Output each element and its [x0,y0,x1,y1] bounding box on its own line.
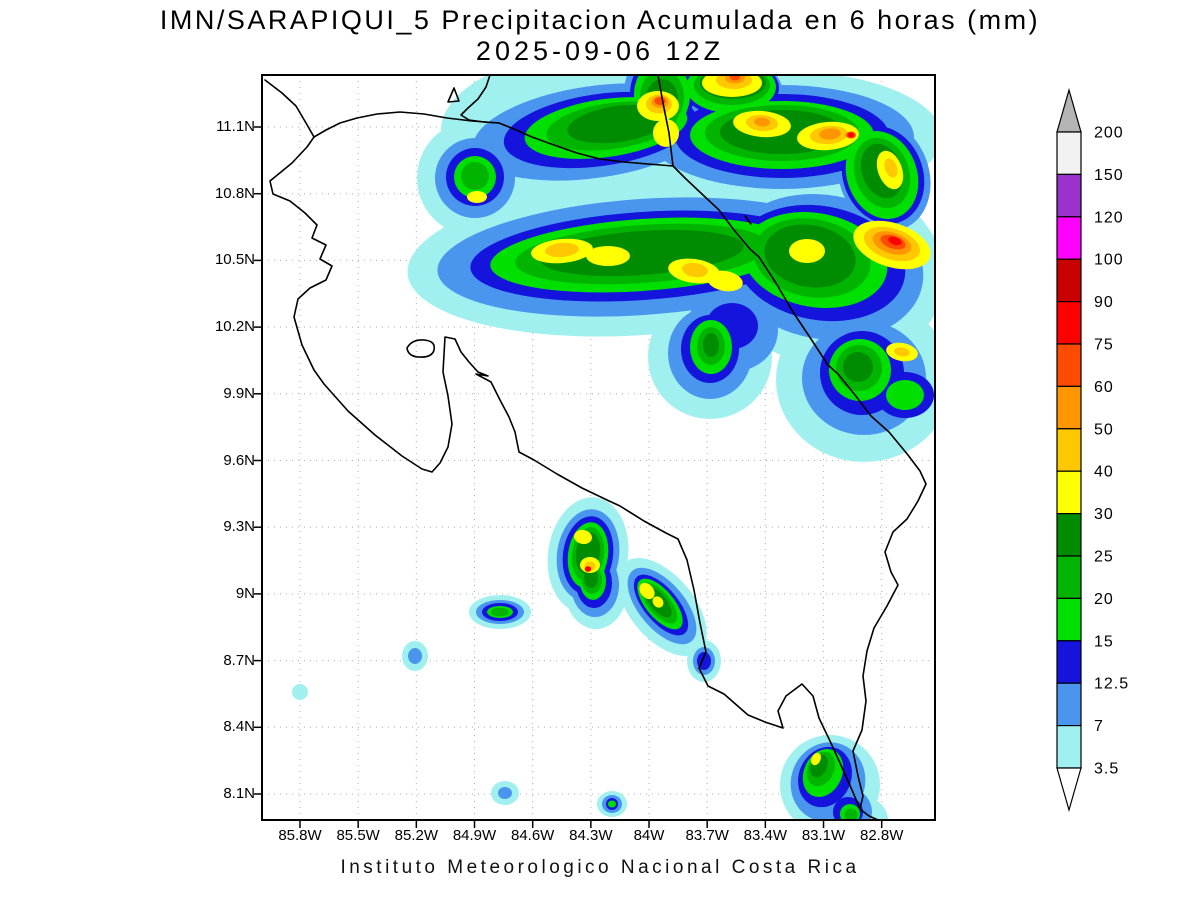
colorbar-segment [1056,470,1082,515]
lat-tick-label: 9.3N [223,518,255,536]
lat-tick-label: 11.1N [216,118,255,135]
lon-tick-label: 83.7W [685,827,729,844]
lake-nicaragua-shore [460,74,500,124]
lat-tick-label: 8.4N [223,718,255,736]
lon-tick-label: 84W [633,827,665,844]
isla-chira-outline [406,339,436,358]
chart-subtitle-datetime: 2025-09-06 12Z [475,36,725,66]
lon-tick-label: 83.4W [743,827,788,844]
lat-tick-label: 9N [235,584,255,602]
colorbar-tick-label: 150 [1094,167,1124,184]
colorbar-segment [1056,258,1082,303]
colorbar-segment [1056,555,1082,600]
lake-island-outline [447,87,460,103]
colorbar-tick-label: 12.5 [1094,676,1129,693]
colorbar-segment [1056,216,1082,260]
colorbar-tick-label: 50 [1094,421,1114,438]
coastline [264,74,927,821]
colorbar-segment [1056,301,1082,345]
caribbean-coastline [657,74,927,485]
colorbar-tick-label: 200 [1094,125,1124,142]
lat-tick-label: 9.9N [223,384,255,402]
precip-layer-75mm [584,132,902,572]
lat-tick-label: 8.7N [223,651,255,669]
colorbar-tick-label: 20 [1094,591,1114,608]
colorbar-segment [1056,682,1082,727]
lon-tick-label: 83.1W [801,827,846,844]
colorbar-tick-label: 100 [1094,252,1124,269]
lat-tick-label: 10.8N [214,184,255,202]
colorbar-tick-label: 120 [1094,209,1124,226]
colorbar-tick-label: 3.5 [1094,761,1119,778]
colorbar-legend: 200 150 120 100 90 75 60 50 40 30 25 20 15 12.5 7 3.5 [1056,87,1129,813]
lon-tick-label: 84.3W [569,827,613,844]
colorbar-segment [1056,597,1082,642]
colorbar-tick-label: 30 [1094,506,1114,523]
lon-tick-label: 82.8W [860,827,904,844]
lon-tick-label: 84.9W [452,827,497,844]
colorbar-segment [1056,385,1082,430]
plot-frame [261,74,936,821]
chart-title: IMN/SARAPIQUI_5 Precipitacion Acumulada … [159,5,1041,35]
colorbar-arrow-top [1056,87,1082,133]
lon-tick-label: 85.5W [336,827,380,844]
colorbar-tick-label: 25 [1094,549,1114,566]
lat-tick-label: 8.1N [223,785,255,802]
panama-border [852,483,927,810]
pacific-coastline [264,79,879,821]
colorbar-segment [1056,724,1082,769]
colorbar-segment [1056,513,1082,557]
colorbar-tick-label: 40 [1094,464,1114,481]
colorbar-tick-label: 90 [1094,294,1114,311]
axis-tick-marks [254,126,883,828]
colorbar-segment [1056,428,1082,472]
colorbar-segment [1056,640,1082,684]
colorbar-tick-label: 60 [1094,379,1114,396]
colorbar-tick-label: 75 [1094,337,1114,354]
colorbar-arrow-bottom [1056,767,1082,813]
footer-attribution: Instituto Meteorologico Nacional Costa R… [340,857,860,878]
colorbar-segment [1056,343,1082,388]
colorbar-tick-label: 15 [1094,633,1114,650]
lon-tick-label: 84.6W [510,827,555,844]
lon-tick-label: 85.8W [278,827,322,844]
colorbar-segment [1056,173,1082,218]
lon-tick-label: 85.2W [394,827,438,844]
lat-tick-label: 10.5N [214,251,255,269]
precipitation-field [292,75,935,820]
map-plot [254,74,936,828]
colorbar-tick-label: 7 [1094,718,1104,735]
colorbar-segment [1056,131,1082,176]
lat-tick-label: 10.2N [214,318,255,336]
tortuguero-lagoon-mark [744,215,752,225]
lat-tick-label: 9.6N [223,451,255,469]
